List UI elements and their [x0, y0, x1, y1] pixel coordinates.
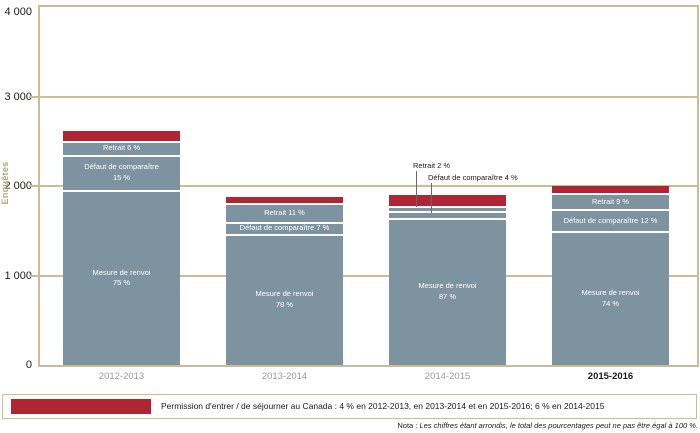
- y-tick-mark-3000: [29, 95, 38, 98]
- bar-segment-label: Défaut de comparaître 12 %: [563, 215, 658, 225]
- bar-segment-retrait: Retrait 9 %: [552, 193, 669, 210]
- bar-segment-defaut-de-comparaitre: [389, 210, 506, 218]
- annotation-retrait: Retrait 2 %: [413, 161, 451, 170]
- bar-segment-mesure-de-renvoi: Mesure de renvoi 74 %: [552, 231, 669, 365]
- x-tick-label-2015-2016: 2015-2016: [587, 371, 634, 382]
- legend-swatch-permission: [11, 399, 151, 414]
- x-tick-label-2013-2014: 2013-2014: [261, 371, 308, 382]
- bar-segment-label: Retrait 6 %: [102, 143, 141, 153]
- y-axis-title: Enquêtes: [0, 161, 10, 205]
- bar-segment-label: Défaut de comparaître: [84, 162, 159, 172]
- footnote-prefix: Nota :: [397, 421, 420, 430]
- bar-segment-permission-d-entrer-de-sejourner-au-canada: [226, 196, 343, 204]
- bar-segment-defaut-de-comparaitre: Défaut de comparaître 15 %: [63, 154, 180, 190]
- y-tick-label-2000: 2 000: [4, 180, 32, 192]
- bar-segment-retrait: Retrait 11 %: [226, 203, 343, 222]
- y-tick-mark-2000: [29, 185, 38, 187]
- plot-area: Retrait 6 % Défaut de comparaître 15 % Mesu…: [38, 5, 699, 367]
- bar-segment-label: Défaut de comparaître 7 %: [239, 223, 330, 233]
- bar-segment-mesure-de-renvoi: Mesure de renvoi 75 %: [63, 189, 180, 365]
- y-tick-mark-1000: [29, 274, 38, 277]
- bar-segment-label: 87 %: [438, 292, 457, 302]
- bar-segment-label: 74 %: [601, 299, 620, 309]
- bar-segment-label: 15 %: [112, 173, 131, 183]
- bar-2012-2013: Retrait 6 % Défaut de comparaître 15 % Mesu…: [63, 131, 180, 365]
- bar-segment-label: Mesure de renvoi: [92, 267, 151, 277]
- bar-segment-label: 75 %: [112, 278, 131, 288]
- bar-segment-defaut-de-comparaitre: Défaut de comparaître 12 %: [552, 209, 669, 232]
- bar-segment-retrait: [389, 205, 506, 211]
- bar-segment-permission-d-entrer-de-sejourner-au-canada: [63, 131, 180, 141]
- gridline-1000: [40, 274, 697, 277]
- x-tick-label-2012-2013: 2012-2013: [98, 371, 145, 382]
- legend: Permission d'entrer / de séjourner au Ca…: [2, 394, 697, 419]
- bar-segment-label: Retrait 9 %: [591, 196, 630, 206]
- y-tick-label-3000: 3 000: [4, 90, 32, 103]
- bar-segment-permission-d-entrer-de-sejourner-au-canada: [389, 195, 506, 206]
- legend-label: Permission d'entrer / de séjourner au Ca…: [161, 401, 605, 411]
- bar-segment-label: Mesure de renvoi: [255, 289, 314, 299]
- y-tick-label-0: 0: [25, 359, 32, 371]
- bar-segment-retrait: Retrait 6 %: [63, 140, 180, 155]
- bar-segment-permission-d-entrer-de-sejourner-au-canada: [552, 186, 669, 194]
- bar-2013-2014: Retrait 11 % Défaut de comparaître 7 % Mes…: [226, 196, 343, 365]
- y-tick-label-4000: 4 000: [4, 6, 32, 18]
- bar-segment-mesure-de-renvoi: Mesure de renvoi 87 %: [389, 217, 506, 365]
- gridline-3000: [40, 95, 697, 98]
- bar-segment-defaut-de-comparaitre: Défaut de comparaître 7 %: [226, 221, 343, 234]
- footnote-text: Les chiffres étant arrondis, le total de…: [419, 421, 698, 430]
- bar-segment-label: Mesure de renvoi: [418, 281, 477, 291]
- bar-segment-label: Mesure de renvoi: [581, 288, 640, 298]
- annotation-leader-line: [431, 183, 432, 213]
- bar-segment-label: Retrait 11 %: [264, 208, 305, 218]
- annotation-leader-line: [416, 171, 417, 207]
- footnote: Nota : Les chiffres étant arrondis, le t…: [397, 421, 698, 430]
- y-tick-label-1000: 1 000: [4, 269, 32, 282]
- gridline-2000: [40, 185, 697, 187]
- bar-segment-label: 78 %: [275, 300, 294, 310]
- bar-2015-2016: Retrait 9 % Défaut de comparaître 12 % Mes…: [552, 186, 669, 365]
- x-tick-label-2014-2015: 2014-2015: [424, 371, 471, 382]
- bar-2014-2015: Mesure de renvoi 87 %: [389, 195, 506, 365]
- annotation-defaut-de-comparaitre: Défaut de comparaître 4 %: [428, 173, 518, 182]
- bar-segment-mesure-de-renvoi: Mesure de renvoi 78 %: [226, 233, 343, 365]
